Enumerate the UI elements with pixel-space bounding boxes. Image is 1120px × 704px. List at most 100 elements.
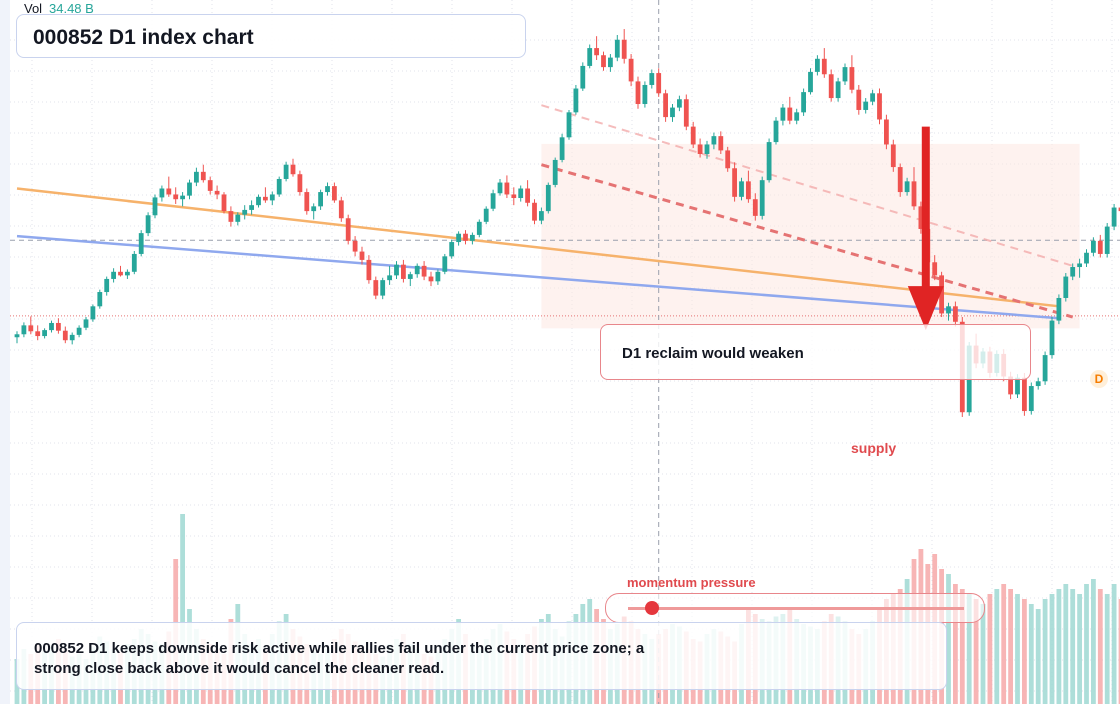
candle <box>159 185 165 202</box>
candle-body <box>180 195 185 200</box>
candle-body <box>946 306 951 314</box>
volume-bar <box>959 589 965 704</box>
candle <box>228 206 234 227</box>
candle-body <box>476 221 482 235</box>
candle-body <box>304 192 310 212</box>
candle <box>863 98 869 114</box>
candle-body <box>138 233 144 254</box>
candle <box>1022 372 1027 416</box>
candle <box>573 84 579 115</box>
candle-body <box>690 126 696 145</box>
momentum-pressure-gauge[interactable] <box>605 593 985 623</box>
volume-bar <box>1042 599 1048 704</box>
candle <box>849 55 855 94</box>
volume-bar <box>1104 594 1110 704</box>
candle <box>131 250 137 275</box>
candle <box>1028 382 1034 415</box>
momentum-knob[interactable] <box>644 601 659 615</box>
candle-body <box>449 242 455 257</box>
candle <box>200 164 206 183</box>
candle <box>387 265 392 285</box>
candle-body <box>490 193 496 209</box>
candle <box>718 131 724 154</box>
candle <box>559 133 565 163</box>
candle <box>587 44 593 69</box>
trendlines-layer[interactable] <box>16 104 1074 320</box>
candles-layer <box>14 29 1120 417</box>
trendline-orange[interactable] <box>16 187 1060 308</box>
candle-body <box>559 137 565 160</box>
candle <box>649 69 655 89</box>
arrow-layer[interactable] <box>907 126 944 331</box>
candle <box>594 36 599 60</box>
candle <box>566 109 572 140</box>
candle <box>476 219 482 238</box>
candle-body <box>746 181 751 200</box>
candle <box>276 176 282 197</box>
candle <box>104 276 110 296</box>
candle <box>1084 249 1089 268</box>
candle-body <box>373 280 379 296</box>
trendline-blue[interactable] <box>16 234 1059 320</box>
volume-bar <box>1063 584 1069 704</box>
candle-body <box>421 265 427 277</box>
candle <box>1104 223 1110 258</box>
candle <box>518 185 524 202</box>
candle <box>1097 234 1103 258</box>
candle <box>890 139 896 172</box>
candle-body <box>28 325 34 332</box>
candle-body <box>587 48 593 66</box>
candle <box>214 185 220 200</box>
candle <box>290 158 296 177</box>
candle <box>304 188 310 215</box>
candle-body <box>545 184 551 212</box>
candle <box>497 178 503 196</box>
candle-body <box>821 58 827 75</box>
d-marker-badge[interactable]: D <box>1090 370 1108 388</box>
candle-body <box>870 93 875 102</box>
candle <box>746 170 751 203</box>
candle-body <box>49 322 54 331</box>
candle-body <box>566 112 572 138</box>
candle-body <box>290 164 296 175</box>
down-arrow-head[interactable] <box>907 286 944 331</box>
candle <box>835 77 841 102</box>
candle-body <box>794 112 800 121</box>
candle-body <box>297 174 303 193</box>
candle <box>704 140 710 159</box>
volume-bar <box>1008 589 1013 704</box>
candle-body <box>1042 355 1048 382</box>
candle <box>697 138 703 158</box>
candle <box>1049 317 1055 359</box>
candle <box>283 161 289 182</box>
candle <box>1035 377 1041 390</box>
candle <box>463 230 468 245</box>
candle <box>504 175 510 199</box>
reclaim-callout: D1 reclaim would weaken <box>600 324 1031 380</box>
volume-bar <box>180 514 185 704</box>
candle-body <box>145 215 151 234</box>
candle <box>511 187 517 206</box>
candle-body <box>200 171 206 181</box>
candle <box>870 89 875 106</box>
reclaim-callout-text: D1 reclaim would weaken <box>622 345 804 362</box>
candle-body <box>939 275 944 314</box>
candle <box>69 332 75 345</box>
momentum-track <box>628 607 964 610</box>
candle-body <box>711 136 717 145</box>
candle-body <box>380 280 386 296</box>
candle-body <box>842 67 848 82</box>
candle <box>621 29 627 64</box>
candle-body <box>759 180 765 216</box>
candle <box>366 255 372 284</box>
candle <box>318 189 323 210</box>
candle-body <box>1077 263 1082 268</box>
candle-body <box>718 136 724 151</box>
candle-body <box>539 211 544 221</box>
volume-bar <box>1084 584 1089 704</box>
candle-body <box>780 107 786 121</box>
trendline-light-red[interactable] <box>541 104 1073 267</box>
candle <box>28 316 34 335</box>
candle <box>263 187 268 203</box>
candle <box>249 200 254 215</box>
